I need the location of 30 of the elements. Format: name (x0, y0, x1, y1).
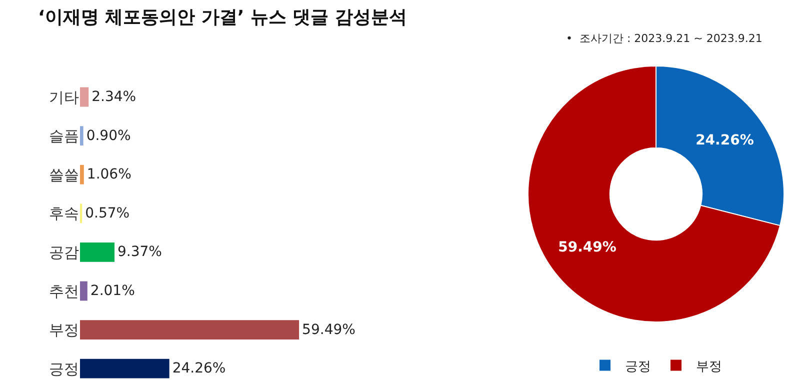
text: • 조사기간 : 2023.9.21 ~ 2023.9.21 (566, 32, 762, 45)
bar (80, 164, 84, 184)
y-tick-label: 슬픔 (49, 127, 79, 146)
donut-slice (528, 66, 781, 322)
y-tick-label: 쓸쓸 (49, 166, 79, 184)
bar (80, 242, 114, 262)
y-tick-label: 공감 (49, 243, 79, 262)
bar (80, 320, 300, 340)
data-label: 24.26% (172, 360, 226, 377)
data-label: 59.49% (302, 322, 356, 338)
y-tick-label: 부정 (49, 321, 79, 340)
data-label: 0.57% (85, 205, 130, 222)
bar (80, 358, 170, 378)
legend-label: 긍정 (625, 359, 651, 374)
bar (80, 87, 89, 107)
data-label: 2.01% (90, 283, 135, 299)
legend-label: 부정 (696, 359, 722, 374)
y-tick-label: 기타 (49, 88, 79, 106)
data-label: 24.26% (696, 132, 754, 149)
bar (80, 281, 88, 301)
data-label: 2.34% (92, 89, 136, 105)
data-label: 0.90% (86, 128, 131, 144)
bar (80, 126, 84, 146)
y-tick-label: 추천 (49, 282, 79, 300)
y-tick-label: 긍정 (49, 360, 79, 378)
data-label: 59.49% (558, 239, 616, 256)
chart-title: ‘이재명 체포동의안 가결’ 뉴스 댓글 감성분석 (38, 7, 408, 28)
data-label: 9.37% (118, 244, 162, 260)
y-tick-label: 후속 (49, 204, 79, 223)
data-label: 1.06% (86, 166, 132, 183)
